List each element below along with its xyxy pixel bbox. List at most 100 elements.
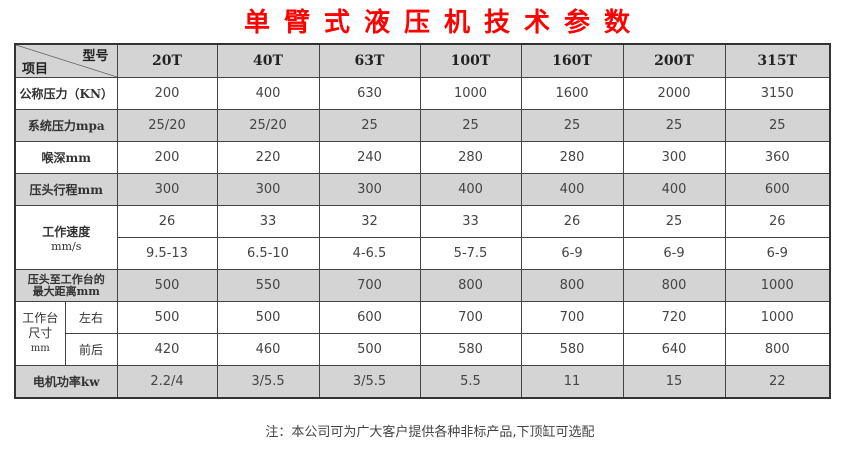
cell: 2.2/4 (116, 365, 218, 399)
cell: 6.5-10 (216, 237, 320, 270)
cell: 25 (419, 109, 522, 142)
cell: 3/5.5 (216, 365, 320, 399)
cell: 300 (318, 173, 421, 206)
cell: 1600 (520, 77, 624, 110)
speed-unit: mm/s (51, 239, 82, 253)
model-header: 100T (419, 43, 522, 78)
sub-label: 前后 (64, 333, 118, 366)
cell: 500 (116, 269, 218, 302)
cell: 720 (622, 301, 726, 334)
row-label: 电机功率kw (14, 365, 118, 399)
cell: 3150 (724, 77, 831, 110)
model-header: 20T (116, 43, 218, 78)
cell: 500 (116, 301, 218, 334)
row-label: 压头行程mm (14, 173, 118, 206)
cell: 300 (116, 173, 218, 206)
row-label: 压头至工作台的 最大距离mm (14, 269, 118, 302)
corner-cell: 型号项目 (14, 43, 118, 78)
table-row: 电机功率kw 2.2/4 3/5.5 3/5.5 5.5 11 15 22 (14, 365, 831, 399)
cell: 700 (520, 301, 624, 334)
cell: 4-6.5 (318, 237, 421, 270)
model-header: 315T (724, 43, 831, 78)
model-header: 型号 (82, 49, 109, 64)
cell: 26 (116, 205, 218, 238)
cell: 360 (724, 141, 831, 174)
cell: 22 (724, 365, 831, 399)
cell: 300 (216, 173, 320, 206)
cell: 400 (622, 173, 726, 206)
label-line: 最大距离mm (32, 284, 100, 298)
row-label: 喉深mm (14, 141, 118, 174)
cell: 420 (116, 333, 218, 366)
cell: 280 (419, 141, 522, 174)
label-line: 尺寸 (28, 326, 53, 340)
speed-label: 工作速度 (42, 224, 91, 239)
cell: 800 (520, 269, 624, 302)
cell: 400 (520, 173, 624, 206)
table-row: 喉深mm 200 220 240 280 280 300 360 (14, 141, 831, 174)
cell: 32 (318, 205, 421, 238)
table-row: 前后 420 460 500 580 580 640 800 (15, 333, 831, 366)
cell: 1000 (724, 301, 831, 334)
cell: 630 (318, 77, 421, 110)
cell: 6-9 (724, 237, 831, 270)
cell: 33 (419, 205, 522, 238)
cell: 33 (216, 205, 320, 238)
cell: 460 (216, 333, 320, 366)
label-line: 工作台 (22, 311, 59, 325)
cell: 25 (622, 109, 726, 142)
cell: 25 (318, 109, 421, 142)
label-line: 压头至工作台的 (27, 272, 105, 286)
cell: 280 (520, 141, 624, 174)
page-title: 单臂式液压机技术参数 (243, 8, 644, 38)
cell: 1000 (419, 77, 522, 110)
cell: 6-9 (520, 237, 624, 270)
cell: 25 (724, 109, 831, 142)
model-header: 40T (216, 43, 320, 78)
cell: 26 (724, 205, 831, 238)
cell: 200 (116, 77, 218, 110)
cell: 580 (419, 333, 522, 366)
cell: 15 (622, 365, 726, 399)
cell: 800 (724, 333, 831, 366)
cell: 6-9 (622, 237, 726, 270)
table-row: 工作台 尺寸 mm 左右 500 500 600 700 700 720 1000 (14, 301, 831, 366)
row-label: 系统压力mpa (14, 109, 118, 142)
cell: 700 (419, 301, 522, 334)
model-header: 200T (622, 43, 726, 78)
table-row: 工作速度 mm/s 26 33 32 33 26 25 26 (14, 205, 831, 270)
cell: 800 (622, 269, 726, 302)
cell: 400 (419, 173, 522, 206)
cell: 500 (216, 301, 320, 334)
cell: 25 (520, 109, 624, 142)
cell: 640 (622, 333, 726, 366)
sub-label: 左右 (64, 301, 118, 334)
cell: 220 (216, 141, 320, 174)
table-row: 压头行程mm 300 300 300 400 400 400 600 (14, 173, 831, 206)
cell: 550 (216, 269, 320, 302)
item-header: 项目 (22, 62, 49, 77)
model-header: 160T (520, 43, 624, 78)
table-row: 系统压力mpa 25/20 25/20 25 25 25 25 25 (14, 109, 831, 142)
cell: 600 (318, 301, 421, 334)
table-row: 公称压力（KN） 200 400 630 1000 1600 2000 3150 (14, 77, 831, 110)
cell: 580 (520, 333, 624, 366)
row-label: 工作速度 mm/s (14, 205, 118, 270)
cell: 25/20 (116, 109, 218, 142)
cell: 500 (318, 333, 421, 366)
cell: 800 (419, 269, 522, 302)
cell: 5-7.5 (419, 237, 522, 270)
cell: 9.5-13 (116, 237, 218, 270)
row-label: 工作台 尺寸 mm (14, 301, 66, 366)
cell: 25/20 (216, 109, 320, 142)
cell: 200 (116, 141, 218, 174)
cell: 2000 (622, 77, 726, 110)
cell: 3/5.5 (318, 365, 421, 399)
label-line: mm (30, 343, 50, 354)
cell: 25 (622, 205, 726, 238)
footnote: 注：本公司可为广大客户提供各种非标产品,下顶缸可选配 (265, 425, 595, 440)
row-label: 公称压力（KN） (14, 77, 118, 110)
spec-table: 型号 项目 20T 40T 63T 100T 160T 200T 315T 公称压力（KN） 2… (14, 43, 831, 399)
cell: 5.5 (419, 365, 522, 399)
cell: 26 (520, 205, 624, 238)
